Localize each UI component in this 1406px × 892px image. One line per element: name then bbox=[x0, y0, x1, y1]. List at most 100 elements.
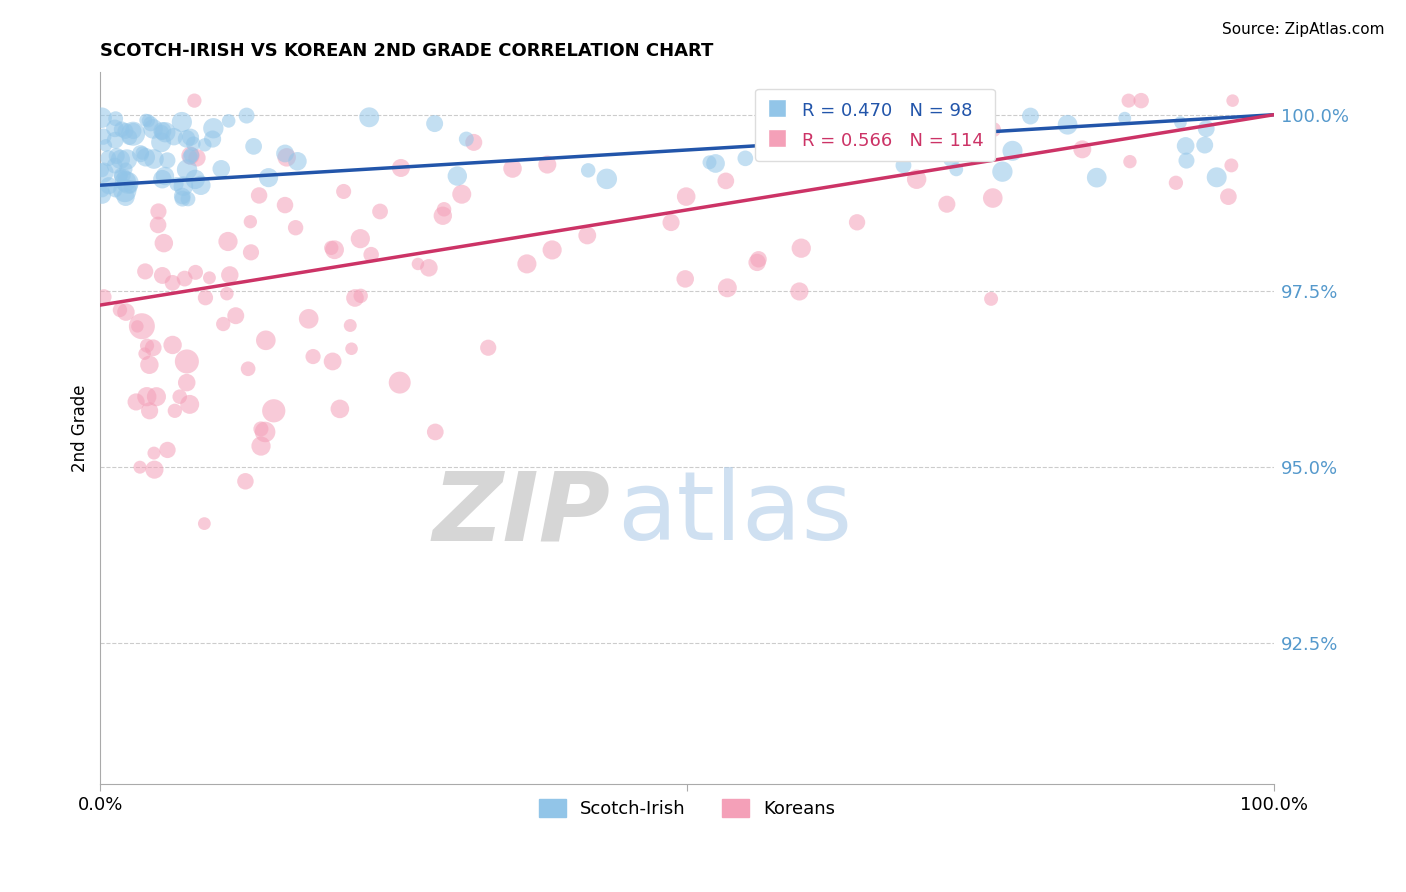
Point bbox=[1222, 94, 1244, 108]
Point bbox=[150, 124, 173, 138]
Point bbox=[302, 350, 325, 364]
Point bbox=[350, 289, 373, 303]
Point bbox=[349, 232, 371, 246]
Point bbox=[194, 291, 217, 305]
Point bbox=[932, 133, 955, 147]
Point bbox=[172, 179, 194, 194]
Point bbox=[91, 163, 114, 178]
Point bbox=[117, 176, 139, 190]
Point bbox=[389, 161, 412, 175]
Point bbox=[935, 197, 957, 211]
Point bbox=[108, 302, 131, 317]
Point bbox=[329, 401, 352, 416]
Point bbox=[914, 146, 936, 161]
Point bbox=[114, 174, 136, 188]
Point bbox=[1119, 154, 1142, 169]
Point bbox=[981, 191, 1004, 205]
Point bbox=[254, 334, 277, 348]
Point bbox=[284, 220, 307, 235]
Point bbox=[339, 318, 361, 333]
Point bbox=[91, 129, 114, 144]
Point bbox=[922, 145, 945, 159]
Point bbox=[104, 159, 127, 173]
Point bbox=[173, 271, 195, 285]
Point bbox=[190, 178, 212, 193]
Point bbox=[332, 185, 354, 199]
Point bbox=[516, 257, 538, 271]
Point bbox=[983, 122, 1005, 136]
Point bbox=[217, 235, 239, 249]
Point bbox=[1085, 170, 1108, 185]
Point bbox=[786, 108, 808, 122]
Point bbox=[450, 187, 472, 202]
Point bbox=[136, 338, 159, 352]
Point bbox=[166, 177, 188, 191]
Point bbox=[322, 354, 344, 368]
Point bbox=[945, 162, 967, 177]
Point bbox=[215, 286, 238, 301]
Text: atlas: atlas bbox=[617, 467, 852, 560]
Point bbox=[148, 204, 170, 219]
Point bbox=[845, 94, 868, 108]
Point bbox=[153, 169, 176, 183]
Point bbox=[893, 158, 915, 172]
Point bbox=[502, 161, 524, 176]
Point bbox=[145, 390, 167, 404]
Point bbox=[172, 192, 194, 206]
Point bbox=[131, 146, 153, 161]
Point bbox=[135, 150, 157, 164]
Point bbox=[179, 148, 201, 162]
Point bbox=[576, 228, 599, 243]
Point bbox=[790, 241, 813, 255]
Point bbox=[179, 130, 201, 145]
Point bbox=[247, 188, 270, 202]
Point bbox=[257, 170, 280, 185]
Point bbox=[179, 397, 201, 411]
Point bbox=[734, 152, 756, 166]
Point bbox=[1195, 121, 1218, 136]
Point bbox=[198, 270, 221, 285]
Point bbox=[176, 376, 198, 390]
Point bbox=[418, 260, 440, 275]
Point bbox=[699, 155, 721, 169]
Point bbox=[114, 124, 136, 138]
Point bbox=[235, 109, 257, 123]
Point bbox=[194, 137, 217, 152]
Point bbox=[104, 183, 127, 197]
Point bbox=[104, 133, 127, 147]
Point bbox=[1001, 144, 1024, 158]
Point bbox=[1175, 153, 1198, 168]
Point bbox=[97, 151, 120, 165]
Point bbox=[659, 215, 682, 229]
Point bbox=[860, 132, 883, 146]
Point bbox=[321, 241, 343, 255]
Y-axis label: 2nd Grade: 2nd Grade bbox=[72, 384, 89, 472]
Point bbox=[1164, 176, 1187, 190]
Point bbox=[93, 290, 115, 304]
Point bbox=[104, 121, 127, 136]
Text: Source: ZipAtlas.com: Source: ZipAtlas.com bbox=[1222, 22, 1385, 37]
Point bbox=[853, 128, 876, 142]
Point bbox=[433, 202, 456, 217]
Point bbox=[239, 215, 262, 229]
Point bbox=[242, 139, 264, 153]
Point bbox=[263, 404, 285, 418]
Point bbox=[748, 252, 770, 267]
Point bbox=[110, 169, 132, 183]
Point bbox=[673, 272, 696, 286]
Point bbox=[122, 124, 145, 138]
Point bbox=[115, 153, 138, 167]
Text: SCOTCH-IRISH VS KOREAN 2ND GRADE CORRELATION CHART: SCOTCH-IRISH VS KOREAN 2ND GRADE CORRELA… bbox=[100, 42, 714, 60]
Point bbox=[541, 243, 564, 257]
Point bbox=[156, 153, 179, 168]
Point bbox=[114, 162, 136, 177]
Point bbox=[941, 152, 963, 166]
Point bbox=[716, 281, 738, 295]
Point bbox=[274, 146, 297, 161]
Point bbox=[146, 218, 169, 232]
Point bbox=[343, 291, 366, 305]
Point bbox=[991, 164, 1014, 178]
Point bbox=[179, 150, 201, 164]
Point bbox=[176, 162, 198, 177]
Point bbox=[803, 126, 825, 140]
